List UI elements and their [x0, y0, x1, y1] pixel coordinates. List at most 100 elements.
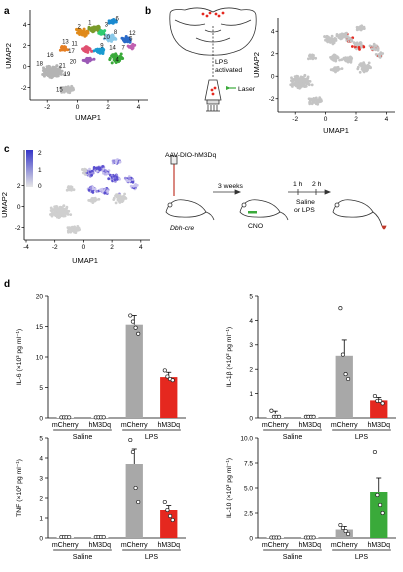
data-point — [340, 352, 345, 357]
category-label: hM3Dq — [157, 422, 180, 429]
umap-point — [302, 80, 306, 84]
data-point — [162, 499, 167, 505]
umap-point — [119, 198, 123, 202]
y-tick-label: 4 — [23, 22, 27, 29]
umap-point — [131, 43, 134, 47]
group-label: LPS — [355, 434, 369, 441]
category-label: hM3Dq — [157, 542, 180, 549]
y-tick-label: 3 — [39, 475, 43, 482]
group-label: Saline — [283, 434, 303, 441]
umap-point — [131, 180, 135, 184]
y-tick-label: 0 — [249, 535, 253, 542]
data-point — [372, 449, 377, 455]
y-tick-label: 5 — [39, 385, 43, 392]
umap-point — [65, 89, 68, 93]
umap-point — [101, 32, 105, 36]
umap-point — [46, 68, 50, 72]
umap-point — [334, 70, 337, 74]
umap-point — [54, 208, 57, 212]
umap-point — [50, 210, 54, 213]
y-tick-label: 10 — [36, 354, 44, 361]
umap-b: -2 0 2 4 4 2 0 -2 UMAP1 UMAP2 — [252, 18, 395, 135]
umap-point — [358, 70, 362, 74]
category-label: mCherry — [52, 422, 79, 429]
data-point — [380, 401, 385, 406]
cluster-label: 18 — [36, 61, 43, 67]
data-point — [343, 528, 348, 534]
y-axis-label: TNF (×10² pg ml⁻¹) — [16, 459, 23, 517]
umap-point — [78, 33, 82, 36]
y-tick-label: 1 — [39, 515, 43, 522]
data-point — [128, 313, 133, 318]
data-point — [277, 535, 282, 540]
umap-point — [56, 74, 60, 78]
umap-point — [344, 32, 348, 35]
umap-a-xlabel: UMAP1 — [75, 113, 101, 122]
umap-point — [99, 29, 103, 33]
data-point — [378, 398, 383, 403]
y-tick-label: 0 — [17, 204, 21, 211]
bar — [160, 377, 178, 418]
umap-point — [123, 192, 126, 196]
umap-point — [303, 77, 307, 81]
umap-point — [309, 97, 312, 101]
umap-point — [325, 34, 329, 38]
umap-point — [133, 184, 137, 187]
colorbar-tick: 2 — [38, 150, 42, 157]
umap-point — [70, 187, 74, 191]
umap-point — [42, 69, 46, 73]
laser-arrow-icon — [226, 86, 231, 90]
umap-point — [347, 60, 350, 64]
umap-c-ylabel: UMAP2 — [0, 192, 9, 218]
umap-point — [318, 96, 322, 99]
x-tick-label: -2 — [44, 104, 50, 111]
umap-point — [69, 213, 73, 217]
y-tick-label: 5 — [249, 293, 253, 300]
umap-point — [367, 61, 371, 65]
umap-point — [96, 49, 100, 53]
umap-point — [351, 45, 354, 48]
category-label: mCherry — [331, 542, 358, 549]
umap-point — [373, 47, 376, 51]
umap-point — [315, 99, 319, 103]
umap-point — [60, 89, 64, 93]
time-1h-label: 1 h — [293, 181, 303, 188]
data-point — [101, 415, 106, 420]
data-point — [380, 510, 385, 516]
umap-point — [78, 29, 82, 33]
umap-point — [360, 45, 363, 49]
umap-point — [126, 44, 130, 48]
umap-point — [91, 187, 95, 191]
x-tick-label: -4 — [23, 244, 29, 251]
umap-point — [107, 177, 111, 181]
umap-point — [345, 58, 348, 61]
umap-point — [83, 167, 87, 171]
umap-point — [316, 102, 320, 106]
umap-point — [61, 86, 64, 90]
category-label: mCherry — [121, 542, 148, 549]
y-tick-label: 7.5 — [244, 460, 253, 467]
umap-point — [87, 199, 91, 202]
umap-point — [114, 158, 118, 162]
category-label: mCherry — [331, 422, 358, 429]
umap-point — [311, 55, 315, 59]
umap-point — [82, 48, 86, 52]
umap-point — [300, 77, 304, 81]
category-label: mCherry — [52, 542, 79, 549]
umap-point — [66, 213, 70, 216]
umap-point — [58, 70, 61, 74]
colorbar — [26, 150, 33, 187]
umap-point — [104, 169, 108, 173]
panel-letter-b: b — [145, 6, 151, 17]
y-axis-label: IL-10 (×10³ pg ml⁻¹) — [226, 458, 233, 518]
laser-label: Laser — [238, 86, 256, 93]
umap-point — [61, 210, 65, 214]
umap-point — [341, 35, 345, 39]
umap-point — [307, 83, 311, 87]
umap-point — [88, 59, 92, 63]
umap-point — [125, 179, 129, 183]
umap-point — [119, 52, 123, 56]
cluster-label: 21 — [59, 64, 66, 70]
